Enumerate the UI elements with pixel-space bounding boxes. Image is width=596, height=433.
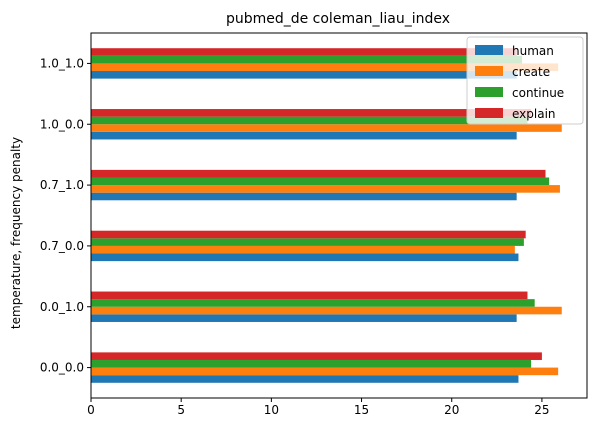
bar-human-1.0_1.0 xyxy=(91,71,517,79)
bar-human-0.7_0.0 xyxy=(91,254,518,262)
bar-continue-1.0_0.0 xyxy=(91,117,527,125)
bar-explain-0.0_1.0 xyxy=(91,292,527,300)
bar-create-1.0_0.0 xyxy=(91,124,562,132)
bar-human-0.0_1.0 xyxy=(91,314,517,322)
y-tick-label: 1.0_1.0 xyxy=(40,56,84,70)
legend-swatch-human xyxy=(475,45,503,55)
bar-continue-0.0_1.0 xyxy=(91,299,535,307)
y-tick-label: 0.7_0.0 xyxy=(40,239,84,253)
x-tick-label: 0 xyxy=(87,403,95,417)
chart-title: pubmed_de coleman_liau_index xyxy=(226,11,450,27)
legend-swatch-continue xyxy=(475,87,503,97)
x-tick-label: 5 xyxy=(177,403,185,417)
bar-explain-1.0_1.0 xyxy=(91,48,517,56)
bar-explain-0.7_1.0 xyxy=(91,170,546,178)
legend-swatch-explain xyxy=(475,108,503,118)
bar-create-0.7_1.0 xyxy=(91,185,560,193)
y-tick-label: 1.0_0.0 xyxy=(40,117,84,131)
legend-label-explain: explain xyxy=(512,107,556,121)
legend: human create continue explain xyxy=(467,37,583,124)
bar-continue-0.0_0.0 xyxy=(91,360,531,368)
bar-human-0.7_1.0 xyxy=(91,193,517,201)
bar-continue-0.7_1.0 xyxy=(91,177,549,185)
x-tick-label: 20 xyxy=(444,403,459,417)
x-tick-label: 25 xyxy=(534,403,549,417)
bar-human-1.0_0.0 xyxy=(91,132,517,140)
y-tick-label: 0.0_0.0 xyxy=(40,361,84,375)
x-tick-label: 10 xyxy=(264,403,279,417)
legend-swatch-create xyxy=(475,66,503,76)
y-tick-label: 0.7_1.0 xyxy=(40,178,84,192)
bar-explain-1.0_0.0 xyxy=(91,109,531,117)
bar-explain-0.7_0.0 xyxy=(91,231,526,239)
bar-create-0.7_0.0 xyxy=(91,246,515,254)
bar-human-0.0_0.0 xyxy=(91,375,518,383)
bar-continue-1.0_1.0 xyxy=(91,56,522,64)
bar-explain-0.0_0.0 xyxy=(91,352,542,360)
y-tick-label: 0.0_1.0 xyxy=(40,300,84,314)
bar-continue-0.7_0.0 xyxy=(91,238,524,246)
bar-create-0.0_1.0 xyxy=(91,307,562,315)
y-axis-label: temperature, frequency penalty xyxy=(9,137,23,329)
bar-create-0.0_0.0 xyxy=(91,368,558,376)
legend-label-human: human xyxy=(512,44,554,58)
x-tick-label: 15 xyxy=(354,403,369,417)
legend-label-continue: continue xyxy=(512,86,564,100)
legend-label-create: create xyxy=(512,65,550,79)
